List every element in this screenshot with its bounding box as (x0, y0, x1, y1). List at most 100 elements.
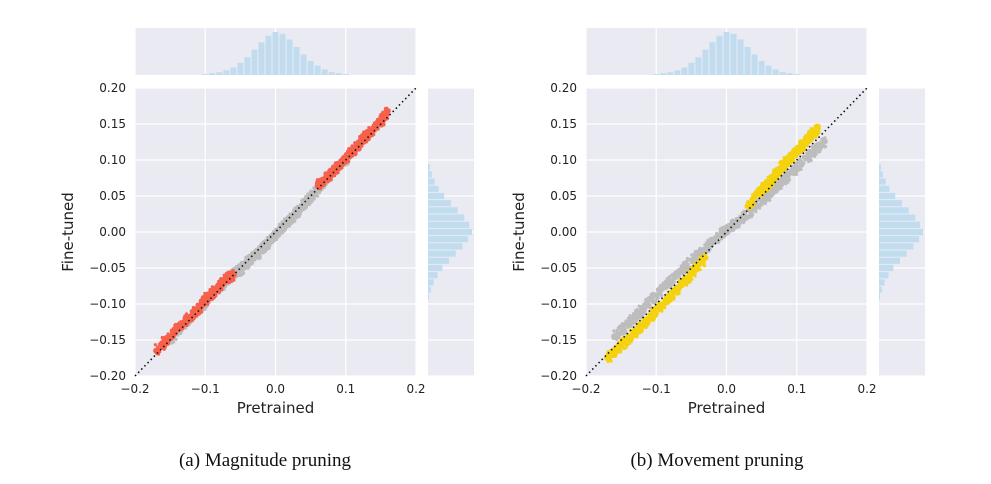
top-histogram-bar (786, 73, 793, 75)
highlight-cloud-dot (639, 322, 643, 326)
y-axis-label: Fine-tuned (59, 192, 77, 272)
background-cloud-dot (612, 329, 616, 333)
background-cloud-dot (293, 214, 297, 219)
highlight-cloud-dot (187, 320, 191, 324)
highlight-cloud-dot (347, 146, 351, 151)
highlight-cloud-dot (785, 162, 789, 166)
highlight-cloud-dot (786, 158, 791, 162)
background-cloud-dot (736, 223, 740, 227)
background-cloud-dot (787, 174, 791, 179)
right-histogram-bar (879, 279, 885, 286)
top-histogram-bar (751, 54, 758, 75)
right-histogram-bar (428, 221, 470, 228)
top-histogram-bar (202, 74, 209, 75)
highlight-cloud-dot (199, 310, 203, 314)
background-cloud-dot (672, 280, 676, 284)
highlight-cloud-dot (800, 142, 804, 146)
top-histogram-bar (328, 72, 335, 75)
background-cloud-dot (776, 182, 781, 186)
highlight-cloud-dot (168, 336, 172, 340)
right-histogram-bar (428, 164, 430, 171)
highlight-cloud-dot (227, 280, 232, 284)
top-histogram-bar (716, 35, 723, 75)
highlight-cloud-dot (766, 183, 770, 187)
top-histogram-bar (709, 42, 716, 75)
highlight-cloud-dot (191, 307, 195, 311)
background-cloud-dot (758, 203, 762, 208)
right-histogram-bar (428, 279, 434, 286)
top-histogram-bar (237, 62, 244, 75)
highlight-cloud-dot (646, 318, 650, 323)
right-histogram-bar (879, 192, 896, 200)
highlight-cloud-dot (317, 182, 321, 186)
y-tick-label: −0.10 (540, 297, 577, 311)
y-tick-label: 0.10 (99, 153, 126, 167)
background-cloud-dot (620, 322, 624, 326)
top-histogram-bar (209, 73, 216, 75)
highlight-cloud-dot (772, 178, 777, 182)
top-histogram-bar (730, 33, 737, 75)
highlight-cloud-dot (642, 323, 646, 327)
highlight-cloud-dot (337, 168, 341, 172)
highlight-cloud-dot (161, 336, 165, 340)
highlight-cloud-dot (609, 359, 613, 363)
highlight-cloud-dot (164, 338, 168, 343)
highlight-cloud-dot (175, 326, 179, 330)
right-histogram-bar (879, 272, 889, 279)
x-tick-label: 0.0 (717, 382, 736, 396)
right-histogram-bar (879, 214, 916, 221)
background-cloud-dot (703, 243, 707, 247)
background-cloud-dot (664, 286, 668, 290)
background-cloud-dot (808, 155, 812, 160)
background-cloud-dot (786, 180, 790, 184)
right-histogram-bar (428, 185, 439, 192)
background-cloud-dot (261, 248, 266, 253)
right-histogram-bar (879, 164, 881, 171)
highlight-cloud-dot (618, 344, 623, 349)
highlight-cloud-dot (375, 119, 379, 123)
highlight-cloud-dot (667, 294, 671, 298)
background-cloud-dot (642, 309, 647, 313)
background-cloud-dot (304, 194, 308, 199)
x-tick-label: 0.2 (406, 382, 425, 396)
background-cloud-dot (778, 185, 782, 189)
background-cloud-dot (792, 172, 796, 176)
y-tick-label: 0.05 (99, 189, 126, 203)
background-cloud-dot (255, 251, 259, 255)
highlight-cloud-dot (677, 283, 681, 287)
background-cloud-dot (638, 310, 643, 314)
background-cloud-dot (296, 208, 300, 212)
y-tick-label: −0.15 (89, 333, 126, 347)
right-histogram-bar (428, 250, 456, 257)
background-cloud-dot (621, 332, 625, 336)
highlight-cloud-dot (217, 282, 221, 286)
top-histogram-bar (779, 72, 786, 75)
background-cloud-dot (279, 228, 284, 232)
background-cloud-dot (800, 164, 804, 168)
highlight-cloud-dot (383, 114, 387, 118)
background-cloud-dot (821, 139, 825, 143)
background-cloud-dot (304, 203, 308, 208)
highlight-cloud-dot (183, 314, 187, 318)
highlight-cloud-dot (649, 318, 653, 322)
right-histogram-bar (879, 243, 914, 250)
highlight-cloud-dot (660, 303, 664, 307)
highlight-cloud-dot (195, 303, 199, 307)
highlight-cloud-dot (795, 149, 799, 153)
top-histogram-bar (793, 74, 800, 75)
background-cloud-dot (247, 262, 251, 266)
highlight-cloud-dot (385, 108, 389, 112)
highlight-cloud-dot (178, 321, 183, 325)
background-cloud-dot (790, 168, 794, 172)
highlight-cloud-dot (643, 318, 647, 322)
right-histogram-bar (428, 272, 438, 279)
background-cloud-dot (650, 293, 654, 297)
top-histogram-bar (307, 60, 314, 75)
background-cloud-dot (733, 226, 737, 230)
highlight-cloud-dot (204, 301, 208, 305)
background-cloud-dot (744, 214, 748, 219)
background-cloud-dot (276, 235, 280, 239)
right-histogram-bar (879, 207, 909, 214)
top-histogram-bar (216, 72, 223, 75)
x-tick-label: −0.2 (120, 382, 149, 396)
